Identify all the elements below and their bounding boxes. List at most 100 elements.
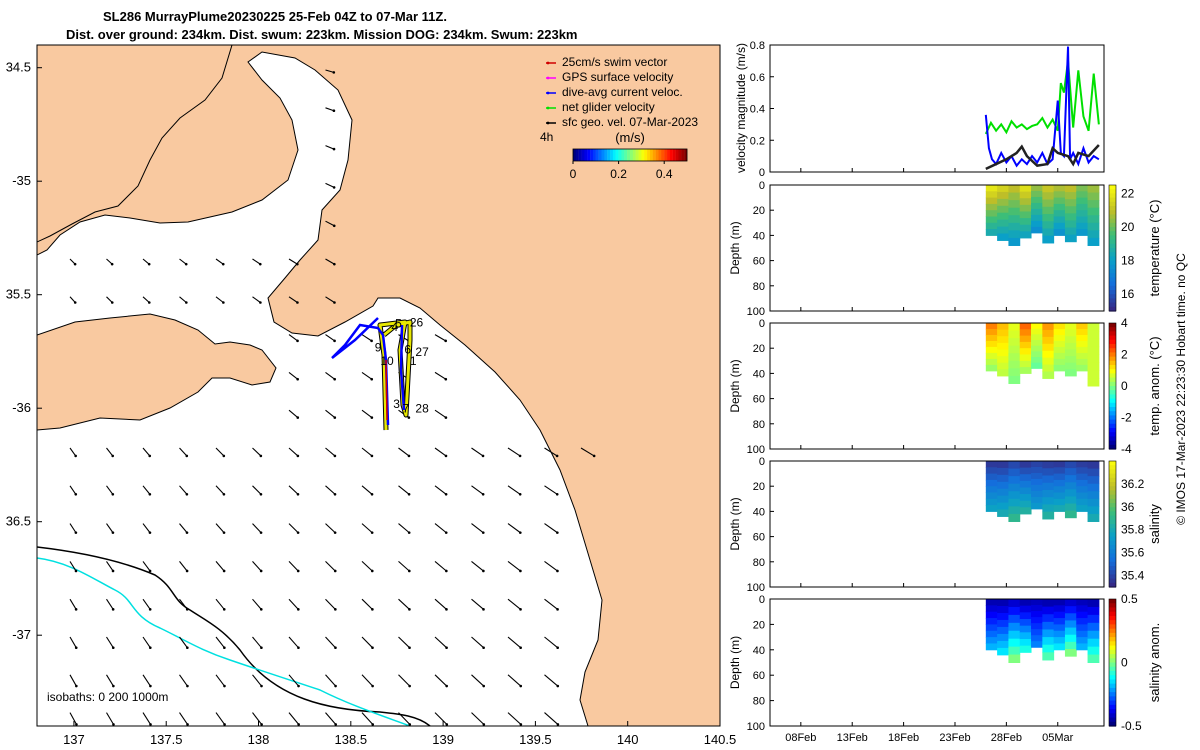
- geo-velocity-arrow: [507, 598, 521, 610]
- section-cell: [1008, 491, 1021, 500]
- section-cell: [1064, 482, 1077, 490]
- section-cell: [1031, 605, 1043, 612]
- geo-velocity-arrowhead: [407, 454, 411, 458]
- section-cell: [1053, 229, 1066, 236]
- colorbar-tick-label: 18: [1121, 254, 1135, 268]
- geo-velocity-arrowhead: [333, 569, 337, 573]
- colorbar-segment: [1109, 193, 1116, 199]
- geo-velocity-arrow: [142, 485, 151, 495]
- section-cell: [1064, 336, 1077, 344]
- geo-velocity-arrowhead: [74, 608, 78, 611]
- geo-velocity-arrow: [179, 258, 187, 265]
- geo-velocity-arrowhead: [75, 723, 78, 726]
- section-cell: [1053, 203, 1066, 211]
- colorbar-segment: [641, 149, 645, 161]
- geo-velocity-arrow: [507, 560, 521, 572]
- geo-velocity-arrow: [106, 296, 113, 303]
- section-cell: [1031, 208, 1043, 216]
- section-cell: [1064, 599, 1077, 607]
- section-cell: [1053, 358, 1066, 366]
- section-cell: [1053, 197, 1066, 205]
- colorbar-segment: [635, 149, 639, 161]
- geo-velocity-arrowhead: [445, 608, 448, 611]
- colorbar-segment: [1109, 428, 1116, 433]
- section-cell: [1087, 362, 1100, 371]
- section-y-tick-label: 60: [753, 670, 765, 682]
- colorbar-segment: [1109, 611, 1116, 617]
- geo-velocity-arrowhead: [482, 569, 485, 573]
- section-cell: [1019, 224, 1032, 232]
- colorbar-segment: [644, 149, 648, 161]
- colorbar-tick-label: -2: [1121, 411, 1132, 425]
- geo-velocity-arrowhead: [111, 492, 115, 496]
- geo-velocity-arrowhead: [73, 262, 77, 266]
- section-cell: [1031, 629, 1043, 636]
- velocity-y-tick-label: 0.2: [750, 135, 765, 147]
- colorbar-segment: [1109, 252, 1116, 257]
- geo-velocity-arrowhead: [407, 492, 411, 496]
- geo-velocity-arrow: [325, 561, 336, 572]
- geo-velocity-arrowhead: [334, 723, 337, 726]
- section-cell: [1042, 489, 1055, 498]
- geo-velocity-arrow: [252, 296, 261, 303]
- section-y-tick-label: 80: [753, 696, 765, 708]
- track-day-label: 4: [391, 320, 398, 334]
- geo-velocity-arrow: [434, 674, 448, 687]
- section-cell: [1042, 461, 1055, 469]
- geo-velocity-arrowhead: [185, 531, 189, 534]
- colorbar-segment: [1109, 302, 1116, 308]
- colorbar-tick-label: 35.8: [1121, 523, 1145, 537]
- section-cell: [1019, 625, 1032, 633]
- colorbar-segment: [590, 149, 594, 161]
- section-cell: [1087, 513, 1100, 522]
- geo-velocity-arrowhead: [185, 608, 189, 611]
- geo-velocity-arrow: [106, 523, 114, 533]
- section-ylabel: Depth (m): [728, 497, 742, 550]
- section-cell: [985, 467, 998, 475]
- geo-velocity-arrow: [398, 447, 410, 457]
- section-cell: [1076, 203, 1089, 211]
- geo-velocity-arrowhead: [555, 454, 559, 458]
- section-cell: [1008, 513, 1021, 522]
- geo-velocity-arrowhead: [73, 301, 77, 304]
- colorbar-segment: [1109, 218, 1116, 224]
- section-cell: [1019, 474, 1032, 482]
- geo-velocity-arrowhead: [334, 684, 337, 688]
- section-cell: [1031, 466, 1043, 474]
- geo-velocity-arrow: [179, 598, 188, 610]
- section-cell: [997, 362, 1009, 370]
- section-cell: [997, 185, 1009, 193]
- geo-velocity-arrowhead: [296, 492, 300, 496]
- geo-velocity-arrow: [142, 712, 151, 725]
- map-x-tick-label: 137.5: [150, 732, 183, 747]
- colorbar-segment: [1109, 540, 1116, 546]
- section-cell: [1053, 185, 1066, 192]
- geo-velocity-arrow: [179, 296, 187, 303]
- section-cell: [1076, 210, 1089, 217]
- geo-velocity-arrow: [325, 712, 337, 725]
- geo-velocity-arrow: [69, 674, 77, 687]
- section-cell: [1008, 614, 1021, 624]
- section-cell: [1008, 330, 1021, 339]
- section-cell: [1019, 335, 1032, 343]
- geo-velocity-arrow: [215, 712, 226, 725]
- geo-velocity-arrowhead: [148, 454, 152, 458]
- colorbar-segment: [1109, 615, 1116, 621]
- section-cell: [1064, 234, 1077, 243]
- geo-velocity-arrowhead: [334, 646, 337, 649]
- geo-velocity-arrowhead: [482, 684, 486, 688]
- section-cell: [1042, 468, 1055, 476]
- section-cell: [1008, 345, 1021, 354]
- map-x-tick-label: 138: [248, 732, 270, 747]
- section-cell: [985, 197, 998, 205]
- geo-velocity-arrow: [179, 561, 188, 572]
- section-cell: [1076, 605, 1089, 613]
- geo-velocity-arrowhead: [148, 608, 152, 611]
- section-cell: [1019, 323, 1032, 330]
- section-y-tick-label: 0: [759, 318, 765, 330]
- geo-velocity-arrow: [288, 674, 299, 687]
- section-cell: [997, 329, 1009, 337]
- section-cell: [1087, 330, 1100, 340]
